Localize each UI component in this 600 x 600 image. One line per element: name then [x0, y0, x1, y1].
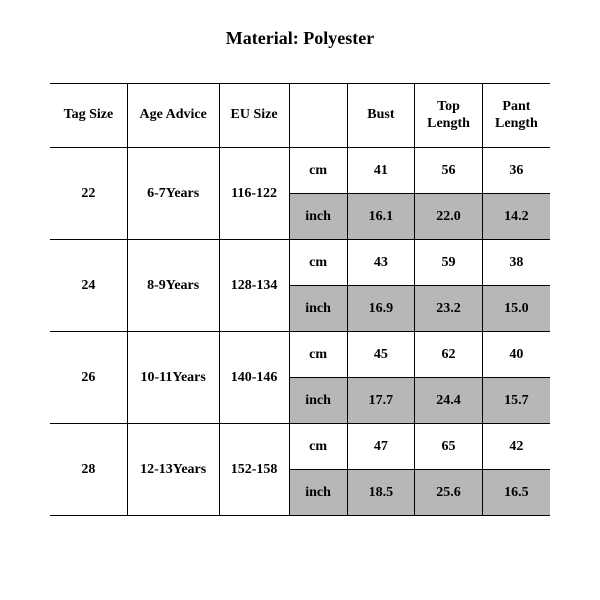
- cell-tag: 28: [50, 424, 127, 516]
- col-pant-length: Pant Length: [482, 84, 550, 148]
- cell-bust-inch: 16.9: [347, 286, 415, 332]
- col-age-advice: Age Advice: [127, 84, 219, 148]
- cell-unit-cm: cm: [289, 332, 347, 378]
- cell-bust-cm: 47: [347, 424, 415, 470]
- cell-unit-inch: inch: [289, 470, 347, 516]
- cell-bust-cm: 43: [347, 240, 415, 286]
- cell-bust-inch: 18.5: [347, 470, 415, 516]
- cell-top-cm: 62: [415, 332, 483, 378]
- cell-unit-cm: cm: [289, 148, 347, 194]
- cell-age: 10-11Years: [127, 332, 219, 424]
- cell-eu: 116-122: [219, 148, 289, 240]
- cell-eu: 128-134: [219, 240, 289, 332]
- cell-bust-cm: 41: [347, 148, 415, 194]
- cell-top-inch: 24.4: [415, 378, 483, 424]
- table-row: 26 10-11Years 140-146 cm 45 62 40: [50, 332, 550, 378]
- cell-pant-inch: 15.0: [482, 286, 550, 332]
- table-header-row: Tag Size Age Advice EU Size Bust Top Len…: [50, 84, 550, 148]
- cell-tag: 22: [50, 148, 127, 240]
- cell-eu: 152-158: [219, 424, 289, 516]
- cell-eu: 140-146: [219, 332, 289, 424]
- table-row: 22 6-7Years 116-122 cm 41 56 36: [50, 148, 550, 194]
- col-eu-size: EU Size: [219, 84, 289, 148]
- cell-pant-inch: 15.7: [482, 378, 550, 424]
- cell-pant-cm: 40: [482, 332, 550, 378]
- page-title: Material: Polyester: [50, 28, 550, 49]
- cell-unit-inch: inch: [289, 378, 347, 424]
- cell-unit-cm: cm: [289, 424, 347, 470]
- col-unit: [289, 84, 347, 148]
- col-tag-size: Tag Size: [50, 84, 127, 148]
- cell-pant-cm: 36: [482, 148, 550, 194]
- cell-age: 12-13Years: [127, 424, 219, 516]
- cell-tag: 24: [50, 240, 127, 332]
- cell-top-cm: 65: [415, 424, 483, 470]
- cell-pant-cm: 38: [482, 240, 550, 286]
- cell-top-cm: 59: [415, 240, 483, 286]
- cell-pant-inch: 16.5: [482, 470, 550, 516]
- cell-top-inch: 23.2: [415, 286, 483, 332]
- table-body: 22 6-7Years 116-122 cm 41 56 36 inch 16.…: [50, 148, 550, 516]
- cell-top-cm: 56: [415, 148, 483, 194]
- cell-top-inch: 22.0: [415, 194, 483, 240]
- col-bust: Bust: [347, 84, 415, 148]
- cell-tag: 26: [50, 332, 127, 424]
- cell-age: 6-7Years: [127, 148, 219, 240]
- cell-bust-cm: 45: [347, 332, 415, 378]
- table-row: 24 8-9Years 128-134 cm 43 59 38: [50, 240, 550, 286]
- cell-unit-inch: inch: [289, 194, 347, 240]
- cell-pant-inch: 14.2: [482, 194, 550, 240]
- cell-unit-inch: inch: [289, 286, 347, 332]
- cell-bust-inch: 16.1: [347, 194, 415, 240]
- cell-bust-inch: 17.7: [347, 378, 415, 424]
- cell-pant-cm: 42: [482, 424, 550, 470]
- col-top-length: Top Length: [415, 84, 483, 148]
- size-table: Tag Size Age Advice EU Size Bust Top Len…: [50, 83, 550, 516]
- cell-unit-cm: cm: [289, 240, 347, 286]
- cell-age: 8-9Years: [127, 240, 219, 332]
- cell-top-inch: 25.6: [415, 470, 483, 516]
- table-row: 28 12-13Years 152-158 cm 47 65 42: [50, 424, 550, 470]
